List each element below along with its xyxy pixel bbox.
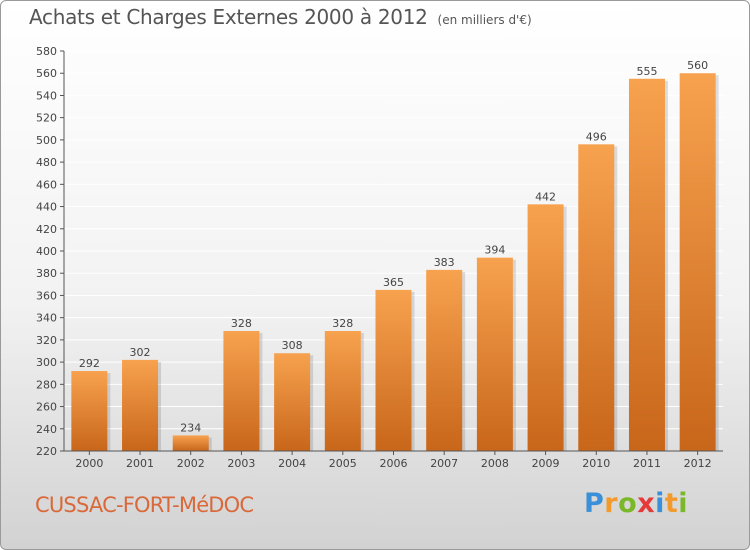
bar: [628, 78, 665, 452]
x-tick-label: 2007: [430, 457, 458, 470]
x-tick-label: 2011: [633, 457, 661, 470]
bar: [527, 204, 564, 451]
bar: [426, 269, 463, 451]
y-tick-label: 480: [36, 156, 57, 169]
bar-value-label: 308: [282, 339, 303, 352]
y-tick-label: 460: [36, 178, 57, 191]
x-tick-label: 2004: [278, 457, 306, 470]
bar-value-label: 365: [383, 276, 404, 289]
bar-value-label: 560: [687, 59, 708, 72]
x-tick-label: 2003: [227, 457, 255, 470]
y-tick-label: 240: [36, 423, 57, 436]
bar: [172, 435, 209, 451]
commune-name: CUSSAC-FORT-MéDOC: [35, 493, 254, 517]
axes: 220 240 260 280 300 320 340 360 380 400 420 440 460 4…: [36, 45, 723, 470]
x-tick-label: 2006: [380, 457, 408, 470]
y-tick-label: 380: [36, 267, 57, 280]
logo-letter: i: [655, 488, 665, 519]
y-tick-label: 220: [36, 445, 57, 458]
logo-letter: x: [637, 488, 656, 519]
proxiti-logo: Proxiti: [584, 488, 688, 519]
x-tick-label: 2008: [481, 457, 509, 470]
y-tick-label: 400: [36, 245, 57, 258]
bar: [375, 289, 412, 451]
bar: [324, 331, 361, 451]
logo-letter: i: [678, 488, 689, 519]
x-tick-label: 2010: [582, 457, 610, 470]
x-tick-label: 2005: [329, 457, 357, 470]
chart-unit: (en milliers d'€): [437, 13, 532, 27]
y-tick-label: 300: [36, 356, 57, 369]
bar: [223, 331, 260, 451]
bar-value-label: 383: [434, 256, 455, 269]
bar-value-label: 302: [130, 346, 151, 359]
chart-title: Achats et Charges Externes 2000 à 2012: [29, 5, 428, 29]
y-tick-label: 540: [36, 89, 57, 102]
y-tick-label: 280: [36, 378, 57, 391]
x-tick-label: 2009: [532, 457, 560, 470]
bar: [122, 359, 159, 451]
bar-value-label: 292: [79, 357, 100, 370]
x-tick-label: 2002: [177, 457, 205, 470]
y-tick-label: 440: [36, 201, 57, 214]
bar-value-label: 555: [636, 65, 657, 78]
y-tick-label: 420: [36, 223, 57, 236]
y-tick-label: 520: [36, 112, 57, 125]
bar-value-label: 442: [535, 190, 556, 203]
x-tick-label: 2012: [684, 457, 712, 470]
y-tick-label: 360: [36, 289, 57, 302]
x-tick-label: 2001: [126, 457, 154, 470]
bar: [274, 353, 311, 451]
bar: [679, 73, 716, 451]
bar-value-label: 496: [586, 130, 607, 143]
y-tick-label: 320: [36, 334, 57, 347]
title-row: Achats et Charges Externes 2000 à 2012 (e…: [29, 5, 532, 29]
y-tick-label: 580: [36, 45, 57, 58]
logo-letter: r: [604, 488, 619, 519]
y-tick-label: 560: [36, 67, 57, 80]
bar: [476, 257, 513, 451]
bar-value-label: 328: [231, 317, 252, 330]
bar-value-label: 328: [332, 317, 353, 330]
bars: 292 302 234 328 308 328 365 383 394 442 496 555 560: [71, 59, 719, 452]
y-tick-label: 340: [36, 312, 57, 325]
logo-letter: P: [584, 488, 605, 519]
bar-value-label: 234: [180, 421, 201, 434]
logo-letter: o: [618, 488, 638, 519]
logo-letter: t: [664, 488, 679, 519]
x-tick-label: 2000: [75, 457, 103, 470]
bar: [578, 144, 615, 452]
y-tick-label: 500: [36, 134, 57, 147]
bar: [71, 371, 108, 451]
bar-value-label: 394: [484, 244, 505, 257]
y-tick-label: 260: [36, 401, 57, 414]
